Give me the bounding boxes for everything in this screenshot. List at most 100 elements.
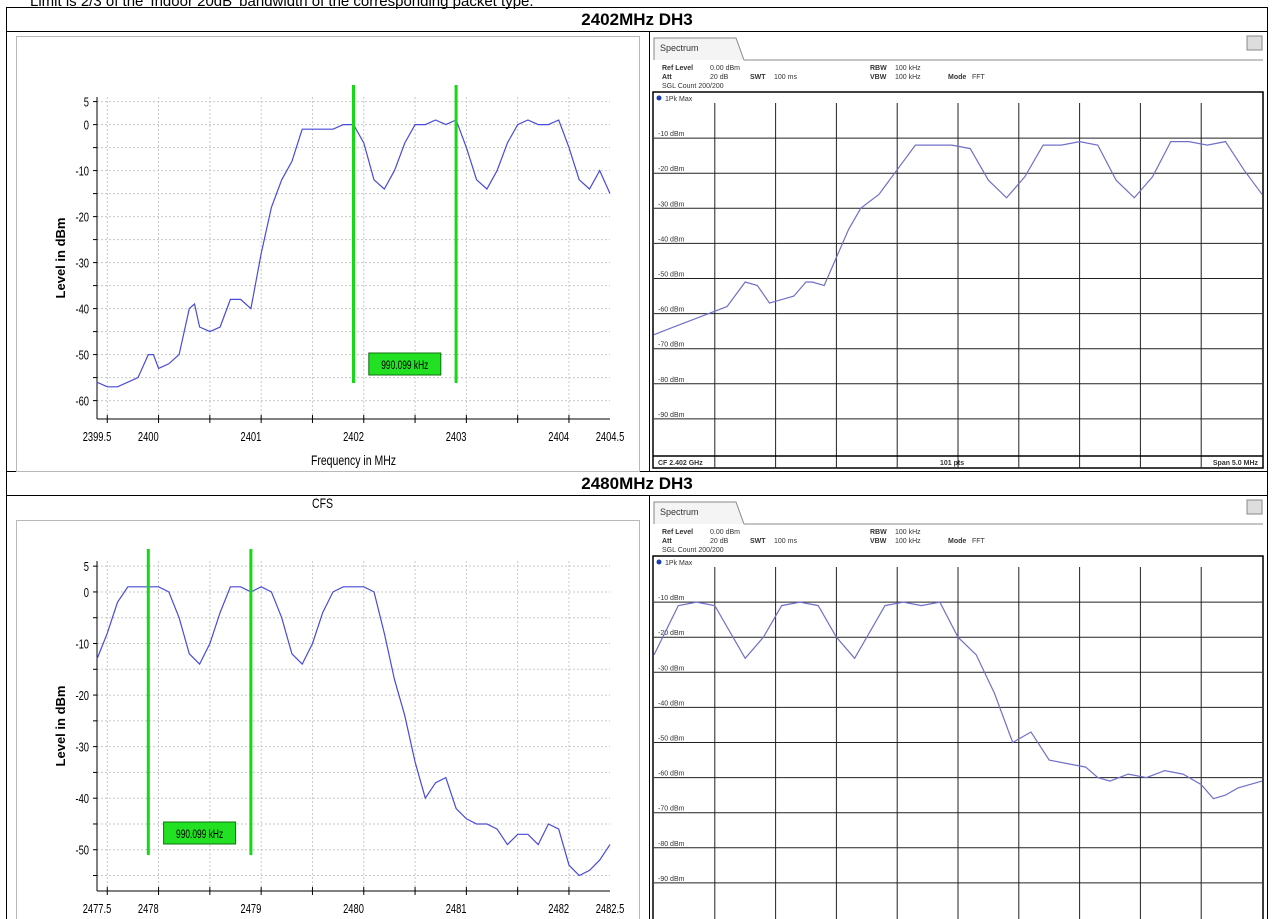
x-tick-label: 2403 (446, 431, 467, 445)
y-tick-label: -10 (75, 638, 89, 652)
section-title-2480: 2480MHz DH3 (6, 471, 1268, 496)
x-tick-label: 2478 (138, 903, 159, 917)
y-tick-label: -10 dBm (658, 131, 685, 138)
setting-rbw-value: 100 kHz (895, 65, 921, 72)
y-tick-label: -40 (75, 303, 89, 317)
spectrum-cell-2402: Spectrum Ref Level 0.00 dBm Att 20 dB SWT 100 … (649, 31, 1268, 472)
setting-vbw-value: 100 kHz (895, 538, 921, 545)
x-tick-label: 2482 (548, 903, 569, 917)
y-tick-label: -30 dBm (658, 665, 685, 672)
section-title-2402: 2402MHz DH3 (6, 7, 1268, 32)
y-tick-label: -60 dBm (658, 771, 685, 778)
trace-label: 1Pk Max (665, 96, 693, 103)
y-tick-label: -90 dBm (658, 876, 685, 883)
y-tick-label: -60 (75, 395, 89, 409)
x-tick-label: 2400 (138, 431, 159, 445)
y-tick-label: -90 dBm (658, 412, 685, 419)
sgl-count: SGL Count 200/200 (662, 547, 724, 554)
spectrum-plot-2402: Spectrum Ref Level 0.00 dBm Att 20 dB SWT 100 … (652, 35, 1264, 469)
spectrum-tab-label: Spectrum (660, 507, 699, 517)
y-tick-label: -60 dBm (658, 307, 685, 314)
setting-ref-level-value: 0.00 dBm (710, 65, 740, 72)
y-tick-label: -20 (75, 690, 89, 704)
setting-att-label: Att (662, 74, 672, 81)
x-axis-label: Frequency in MHz (311, 453, 396, 469)
annotation-box (163, 821, 237, 845)
y-tick-label: -40 dBm (658, 700, 685, 707)
trace-indicator-icon (656, 559, 662, 565)
setting-ref-level-value: 0.00 dBm (710, 529, 740, 536)
y-tick-label: -50 (75, 844, 89, 858)
y-tick-label: -20 dBm (658, 166, 685, 173)
setting-att-value: 20 dB (710, 74, 729, 81)
y-tick-label: -10 (75, 165, 89, 179)
spectrum-cell-2480: Spectrum Ref Level 0.00 dBm Att 20 dB SWT 100 … (649, 495, 1268, 919)
series-line (653, 601, 1263, 800)
window-button (1246, 499, 1263, 515)
footer-right: Span 5.0 MHz (1213, 460, 1259, 467)
y-tick-label: -30 dBm (658, 201, 685, 208)
setting-att-value: 20 dB (710, 538, 729, 545)
y-tick-label: 0 (84, 587, 89, 601)
series-line (96, 586, 611, 877)
setting-vbw-value: 100 kHz (895, 74, 921, 81)
setting-swt-value: 100 ms (774, 538, 797, 545)
header-note: Limit is 2/3 of the 'Indoor 20dB' bandwi… (30, 0, 534, 10)
series-line (653, 140, 1263, 336)
x-tick-label: 2481 (446, 903, 467, 917)
y-tick-label: 5 (84, 561, 89, 575)
setting-rbw-value: 100 kHz (895, 529, 921, 536)
y-tick-label: -50 dBm (658, 272, 685, 279)
grid (97, 561, 610, 891)
x-tick-label: 2480 (343, 903, 364, 917)
y-tick-label: -70 dBm (658, 342, 685, 349)
setting-ref-level-label: Ref Level (662, 65, 693, 72)
y-axis-label: Level in dBm (53, 686, 68, 767)
window-button (1246, 35, 1263, 51)
y-tick-label: -30 (75, 741, 89, 755)
x-tick-label: 2479 (240, 903, 261, 917)
setting-vbw-label: VBW (870, 74, 887, 81)
cfs-title: CFS (312, 495, 333, 511)
setting-mode-value: FFT (972, 74, 986, 81)
footer-center: 101 pts (940, 460, 964, 467)
cfs-cell-2480: CFS 2477.5 2478 2479 2480 2481 2482 2482.5 5 0 -1… (6, 495, 650, 919)
cfs-plot-2402: 2399.5 2400 2401 2402 2403 2404 2404.5 5 0 -10 -20… (53, 85, 625, 469)
y-tick-label: -10 dBm (658, 595, 685, 602)
setting-swt-value: 100 ms (774, 74, 797, 81)
annotation-box (368, 352, 442, 376)
report-table: 2402MHz DH3 2399.5 2400 2401 2402 2403 2404 24… (6, 7, 1268, 919)
y-tick-label: -20 dBm (658, 630, 685, 637)
trace-indicator-icon (656, 95, 662, 101)
setting-rbw-label: RBW (870, 529, 887, 536)
y-tick-label: -30 (75, 257, 89, 271)
spectrum-tab (653, 37, 745, 61)
spectrum-tab-label: Spectrum (660, 43, 699, 53)
setting-swt-label: SWT (750, 538, 766, 545)
footer-left: CF 2.402 GHz (658, 460, 703, 467)
x-tick-label: 2482.5 (596, 903, 625, 917)
x-tick-label: 2477.5 (83, 903, 112, 917)
setting-swt-label: SWT (750, 74, 766, 81)
setting-rbw-label: RBW (870, 65, 887, 72)
spectrum-tab (653, 501, 745, 525)
annotation-label: 990.099 kHz (381, 360, 428, 373)
y-tick-label: -40 dBm (658, 236, 685, 243)
sgl-count: SGL Count 200/200 (662, 83, 724, 90)
cfs-cell-2402: 2399.5 2400 2401 2402 2403 2404 2404.5 5 0 -10 -20… (6, 31, 650, 472)
y-tick-label: 0 (84, 119, 89, 133)
y-tick-label: -40 (75, 793, 89, 807)
y-axis-label: Level in dBm (53, 218, 68, 299)
y-tick-label: -50 (75, 349, 89, 363)
y-tick-label: -20 (75, 211, 89, 225)
series-line (96, 119, 611, 388)
spectrum-plot-2480: Spectrum Ref Level 0.00 dBm Att 20 dB SWT 100 … (652, 499, 1264, 919)
spectrum-grid (654, 103, 1262, 468)
x-tick-label: 2402 (343, 431, 364, 445)
cfs-plot-2480: 2477.5 2478 2479 2480 2481 2482 2482.5 5 0 -10 -20… (53, 549, 625, 917)
y-tick-label: -50 dBm (658, 736, 685, 743)
x-tick-label: 2399.5 (83, 431, 112, 445)
setting-mode-label: Mode (948, 74, 966, 81)
x-tick-label: 2404 (548, 431, 569, 445)
x-tick-label: 2404.5 (596, 431, 625, 445)
